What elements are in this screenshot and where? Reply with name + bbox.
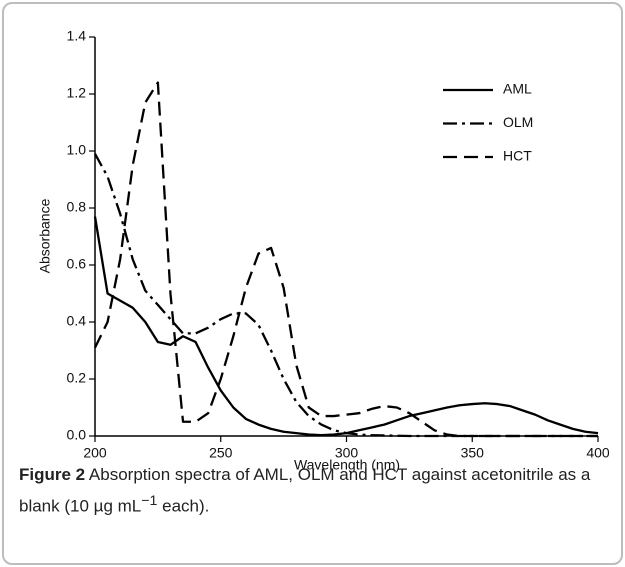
x-tick-label: 300 xyxy=(335,445,359,461)
y-tick-label: 0.2 xyxy=(67,370,87,386)
x-tick-label: 350 xyxy=(461,445,485,461)
y-tick-label: 1.4 xyxy=(67,28,87,44)
series-line xyxy=(93,81,598,438)
x-axis-label: Wavelength (nm) xyxy=(294,457,400,473)
y-tick-label: 0.8 xyxy=(67,199,87,215)
y-tick-label: 1.0 xyxy=(67,142,87,158)
caption-superscript: −1 xyxy=(141,493,158,509)
x-tick-label: 250 xyxy=(209,445,233,461)
caption-label: Figure 2 xyxy=(19,465,86,484)
legend-label: OLM xyxy=(503,114,533,130)
y-tick-label: 0.4 xyxy=(67,313,87,329)
series-line xyxy=(93,216,599,437)
y-tick-label: 0.0 xyxy=(67,427,87,443)
x-tick-label: 400 xyxy=(586,445,610,461)
legend-label: AML xyxy=(503,81,532,97)
legend-label: HCT xyxy=(503,148,532,164)
y-tick-label: 1.2 xyxy=(67,85,87,101)
y-axis-label: Absorbance xyxy=(37,198,53,273)
x-tick-label: 200 xyxy=(83,445,107,461)
caption-tail: each). xyxy=(157,496,210,516)
caption: Figure 2 Absorption spectra of AML, OLM … xyxy=(19,462,609,520)
caption-text: Absorption spectra of AML, OLM and HCT a… xyxy=(19,465,591,516)
y-tick-label: 0.6 xyxy=(67,256,87,272)
